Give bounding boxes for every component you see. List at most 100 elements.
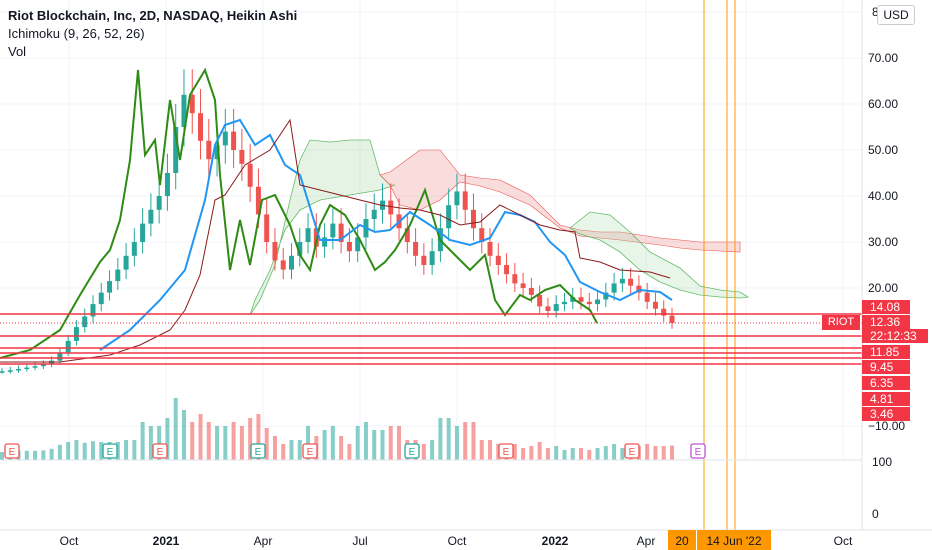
volume-bar [115, 442, 120, 460]
volume-bar [157, 426, 162, 460]
candle-body [603, 292, 609, 300]
volume-tick-label: 100 [872, 455, 892, 469]
volume-bar [620, 448, 625, 460]
y-tick-label: 70.00 [868, 51, 898, 65]
candle-body [73, 327, 79, 341]
candle-body [214, 145, 220, 160]
earnings-marker[interactable] [498, 443, 514, 459]
candle-body [280, 260, 286, 270]
volume-bar [306, 426, 311, 460]
volume-bar [645, 444, 650, 460]
ichimoku-cloud-red [379, 149, 741, 253]
volume-bar [165, 418, 170, 460]
ichimoku-cloud-green [249, 139, 396, 316]
candle-body [82, 316, 88, 328]
candle-body [140, 223, 146, 242]
earnings-marker[interactable] [102, 443, 118, 459]
candle-body [338, 223, 344, 242]
volume-bar [239, 426, 244, 460]
y-tick-label: −10.00 [868, 419, 905, 433]
earnings-marker[interactable] [690, 443, 706, 459]
candle-body [123, 255, 129, 270]
earnings-marker[interactable] [152, 443, 168, 459]
symbol-tag: RIOT [822, 315, 860, 330]
price-label-countdown: 22:12:33 [862, 329, 928, 343]
volume-bar [454, 426, 459, 460]
volume-bar [529, 446, 534, 460]
volume-bar [670, 445, 674, 460]
currency-button[interactable]: USD [877, 5, 915, 25]
candle-body [388, 200, 394, 215]
candle-body [65, 340, 71, 353]
price-label-line-4: 4.81 [862, 392, 910, 406]
earnings-marker[interactable] [404, 443, 420, 459]
candle-body [669, 315, 675, 323]
candle-body [454, 191, 460, 206]
earnings-marker-label: E [157, 447, 164, 458]
candle-body [619, 278, 625, 284]
earnings-marker[interactable] [4, 443, 20, 459]
ichimoku-lagging-span [0, 67, 598, 359]
candle-body [131, 242, 137, 256]
candle-body [32, 366, 38, 368]
candle-body [636, 285, 642, 293]
candle-body [561, 301, 567, 305]
indicator-ichimoku[interactable]: Ichimoku (9, 26, 52, 26) [8, 26, 145, 41]
volume-bar [264, 428, 269, 460]
earnings-marker[interactable] [302, 443, 318, 459]
candle-body [239, 150, 245, 164]
date-label-start-bg [668, 530, 696, 550]
y-tick-label: 50.00 [868, 143, 898, 157]
candle-body [421, 255, 427, 265]
candle-body [148, 209, 154, 224]
volume-bar [339, 436, 344, 460]
earnings-marker[interactable] [624, 443, 640, 459]
candle-body [305, 228, 311, 242]
candle-body [40, 364, 46, 367]
candle-body [545, 306, 551, 311]
volume-bar [124, 440, 129, 460]
x-tick-label: Oct [448, 534, 467, 548]
symbol-title[interactable]: Riot Blockchain, Inc, 2D, NASDAQ, Heikin… [8, 8, 298, 23]
volume-bar [363, 422, 368, 460]
horizontal-alert-lines [0, 313, 862, 365]
price-axis[interactable]: −10.0020.0030.0040.0050.0060.0070.008010… [868, 5, 905, 521]
candle-body [289, 255, 295, 270]
volume-bar [603, 446, 608, 460]
volume-bar [570, 448, 575, 460]
volume-bar [488, 440, 493, 460]
price-label-upper: 14.08 [862, 300, 910, 314]
x-tick-label: 2022 [542, 534, 569, 548]
candle-body [222, 131, 228, 146]
date-label-cursor-bg [697, 530, 771, 550]
earnings-marker[interactable] [250, 443, 266, 459]
candle-body [57, 352, 63, 361]
volume-bar [579, 448, 584, 460]
x-tick-label: Jul [352, 534, 367, 548]
candle-body [24, 367, 30, 370]
volume-bar [430, 440, 435, 460]
volume-bars [0, 398, 674, 460]
indicator-volume[interactable]: Vol [8, 44, 27, 59]
candle-body [611, 283, 617, 293]
candle-body [413, 242, 419, 256]
candles [0, 69, 675, 374]
volume-bar [215, 426, 220, 460]
y-tick-label: 60.00 [868, 97, 898, 111]
volume-bar [496, 444, 501, 460]
volume-bar [173, 398, 178, 460]
x-tick-label: 2021 [153, 534, 180, 548]
ichimoku-base-line [99, 118, 673, 351]
candle-body [173, 127, 179, 173]
x-tick-label: Apr [637, 534, 656, 548]
volume-bar [438, 418, 443, 460]
y-tick-label: 30.00 [868, 235, 898, 249]
volume-bar [595, 448, 600, 460]
volume-bar [463, 422, 468, 460]
candle-body [272, 242, 278, 261]
volume-bar [380, 430, 385, 460]
volume-bar [512, 444, 517, 460]
volume-bar [198, 414, 203, 460]
